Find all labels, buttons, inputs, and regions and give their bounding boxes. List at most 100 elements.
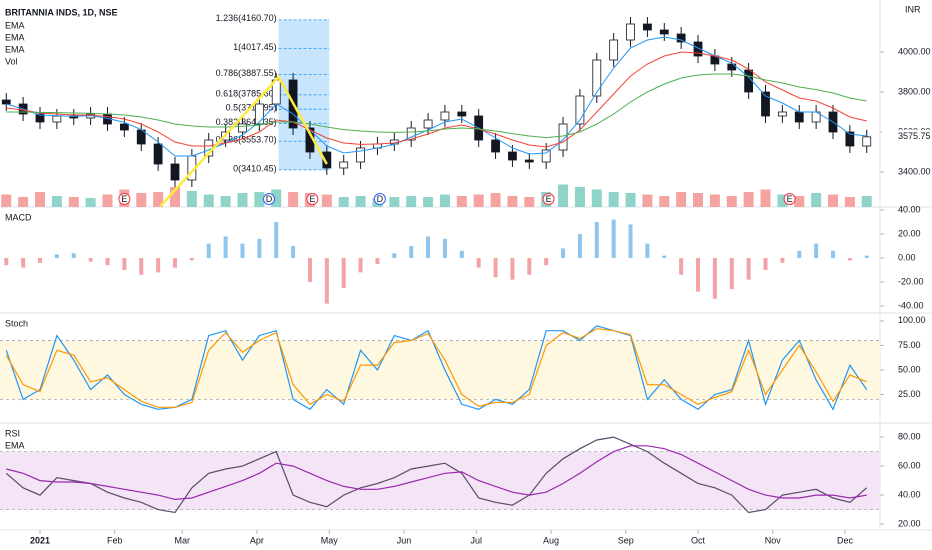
- volume-bar: [338, 197, 349, 207]
- macd-bar: [561, 248, 566, 259]
- fib-label: 0.786(3887.55): [216, 68, 277, 78]
- volume-bar: [659, 196, 670, 207]
- legend-label: EMA: [5, 32, 25, 42]
- macd-bar: [341, 258, 346, 289]
- volume-bar: [35, 192, 46, 207]
- volume-bar: [676, 192, 687, 207]
- macd-bar: [274, 222, 279, 259]
- volume-bar: [169, 187, 180, 207]
- legend-label: EMA: [5, 44, 25, 54]
- candle-body: [153, 143, 163, 165]
- candle-body: [676, 33, 686, 43]
- candle-body: [845, 131, 855, 147]
- last-price-box: [882, 129, 932, 144]
- macd-bar: [510, 258, 515, 280]
- macd-bar: [864, 255, 869, 259]
- x-tick-label: Jul: [471, 535, 483, 545]
- event-marker: [306, 193, 319, 205]
- volume-bar: [18, 197, 29, 207]
- event-label: E: [787, 194, 793, 204]
- indicator-line: [5, 328, 867, 408]
- macd-bar: [696, 258, 701, 292]
- y-tick-label: 20.00: [898, 228, 921, 238]
- volume-bar: [777, 194, 788, 207]
- macd-bar: [358, 258, 363, 273]
- macd-bar: [442, 238, 447, 259]
- macd-bar: [493, 258, 498, 278]
- volume-bar: [844, 197, 855, 207]
- x-tick-label: Dec: [837, 535, 854, 545]
- candle-body: [558, 123, 568, 151]
- volume-bar: [760, 189, 771, 207]
- currency-label: INR: [905, 4, 921, 14]
- macd-bar: [105, 258, 110, 266]
- event-label: E: [121, 194, 127, 204]
- macd-bar: [156, 258, 161, 273]
- volume-bar: [423, 197, 434, 207]
- macd-bar: [375, 258, 380, 265]
- ema-line: [6, 51, 867, 148]
- x-tick-label: May: [321, 535, 339, 545]
- candle-body: [744, 69, 754, 93]
- macd-bar: [628, 224, 633, 259]
- volume-bar: [153, 192, 164, 207]
- volume-bar: [439, 194, 450, 207]
- event-marker: [118, 193, 131, 205]
- candle-body: [508, 151, 517, 161]
- macd-bar: [527, 258, 532, 275]
- macd-bar: [679, 258, 684, 275]
- candle-body: [643, 23, 652, 31]
- y-tick-label: 0.00: [898, 252, 916, 262]
- fib-label: 0(3410.45): [233, 163, 277, 173]
- volume-bar: [51, 196, 62, 207]
- volume-bar: [406, 196, 417, 207]
- volume-bar: [693, 193, 704, 207]
- event-label: D: [377, 194, 384, 204]
- macd-bar: [577, 234, 582, 259]
- volume-bar: [85, 198, 96, 207]
- y-tick-label: 40.00: [898, 204, 921, 214]
- candle-body: [1, 99, 11, 105]
- macd-bar: [4, 258, 9, 266]
- candle-body: [794, 111, 804, 123]
- fib-label: 1(4017.45): [233, 42, 277, 52]
- y-tick-label: 100.00: [898, 315, 926, 325]
- candle-body: [777, 111, 787, 117]
- y-tick-label: 60.00: [898, 460, 921, 470]
- volume-bar: [574, 187, 585, 207]
- macd-bar: [746, 258, 751, 280]
- y-tick-label: 75.00: [898, 340, 921, 350]
- fib-label: 0.382(3642.35): [216, 117, 277, 127]
- candle-body: [254, 103, 264, 125]
- candle-body: [524, 159, 534, 163]
- volume-bar: [608, 192, 619, 207]
- y-tick-label: 4000.00: [898, 46, 931, 56]
- y-tick-label: 3400.00: [898, 166, 931, 176]
- macd-bar: [71, 253, 76, 259]
- x-tick-label: Feb: [107, 535, 123, 545]
- macd-bar: [172, 258, 177, 268]
- trend-line: [159, 74, 328, 207]
- candle-body: [339, 161, 349, 169]
- volume-bar: [591, 189, 602, 207]
- macd-bar: [830, 250, 835, 259]
- event-marker: [373, 193, 386, 205]
- indicator-line: [6, 445, 867, 501]
- y-tick-label: -20.00: [898, 276, 924, 286]
- candle-body: [440, 111, 450, 121]
- indicator-line: [5, 325, 868, 411]
- volume-bar: [203, 194, 214, 207]
- volume-bar: [456, 196, 467, 207]
- x-tick-label: Jun: [397, 535, 412, 545]
- event-marker: [542, 193, 555, 205]
- y-tick-label: -40.00: [898, 300, 924, 310]
- fib-label: 0.236(3553.70): [216, 135, 277, 145]
- band: [0, 340, 880, 400]
- macd-bar: [847, 258, 852, 261]
- macd-bar: [307, 258, 312, 283]
- macd-bar: [257, 238, 262, 259]
- candle-body: [592, 59, 602, 97]
- y-tick-label: 80.00: [898, 431, 921, 441]
- macd-bar: [426, 236, 431, 259]
- macd-bar: [662, 255, 667, 259]
